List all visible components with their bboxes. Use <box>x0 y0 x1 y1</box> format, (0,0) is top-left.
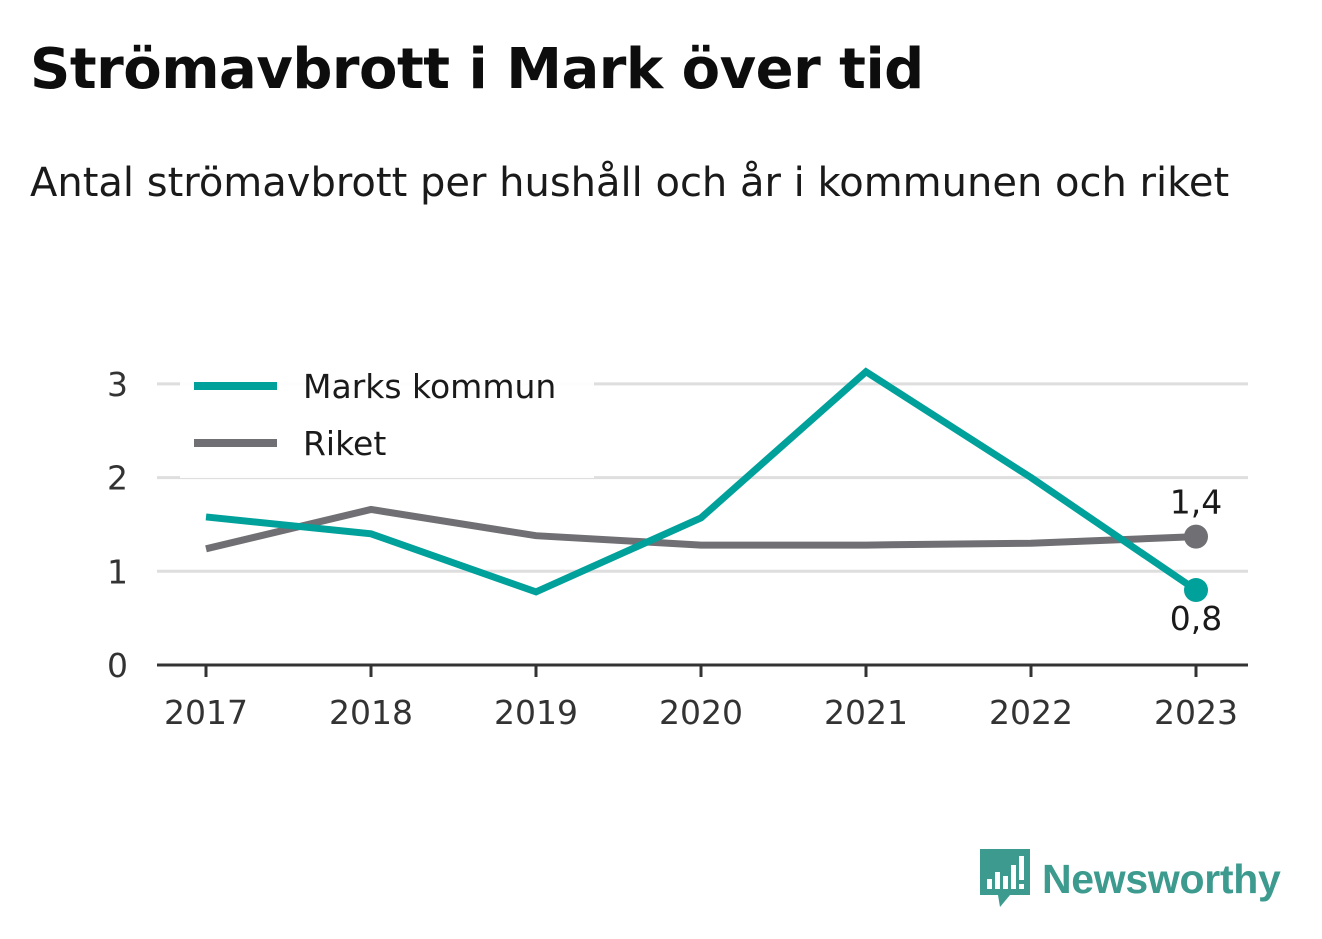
y-tick-label: 0 <box>107 646 128 685</box>
brand-name: Newsworthy <box>1042 855 1281 902</box>
legend-entry: Riket <box>303 424 386 463</box>
y-tick-label: 2 <box>107 459 128 498</box>
x-tick-label: 2018 <box>329 693 413 732</box>
x-tick-label: 2021 <box>824 693 908 732</box>
y-tick-label: 1 <box>107 552 128 591</box>
legend-background <box>180 352 594 478</box>
end-point <box>1184 578 1208 603</box>
x-tick-label: 2019 <box>494 693 578 732</box>
y-tick-label: 3 <box>107 365 128 404</box>
end-value-label: 1,4 <box>1170 483 1222 522</box>
x-tick-label: 2020 <box>659 693 743 732</box>
legend: Marks kommun Riket <box>180 352 594 478</box>
end-point <box>1184 524 1208 549</box>
end-value-label: 0,8 <box>1170 599 1222 638</box>
chart-title: Strömavbrott i Mark över tid <box>30 37 924 102</box>
legend-entry: Marks kommun <box>303 367 556 406</box>
x-tick-label: 2022 <box>989 693 1073 732</box>
axes: 0 1 2 3 2017 2018 2019 2020 2021 2022 2023 <box>107 365 1248 732</box>
series-lines <box>205 367 1198 596</box>
x-tick-label: 2023 <box>1154 693 1238 732</box>
series-line <box>205 505 1197 553</box>
bar-chart-speech-bubble-icon <box>980 849 1030 907</box>
x-tick-label: 2017 <box>164 693 248 732</box>
end-labels: 0,8 1,4 <box>1170 483 1222 638</box>
line-chart: 0 1 2 3 2017 2018 2019 2020 2021 2022 2023 Marks k… <box>107 352 1248 732</box>
chart-subtitle: Antal strömavbrott per hushåll och år i … <box>30 160 1230 206</box>
newsworthy-logo: Newsworthy <box>980 848 1281 910</box>
series-line <box>205 367 1198 596</box>
